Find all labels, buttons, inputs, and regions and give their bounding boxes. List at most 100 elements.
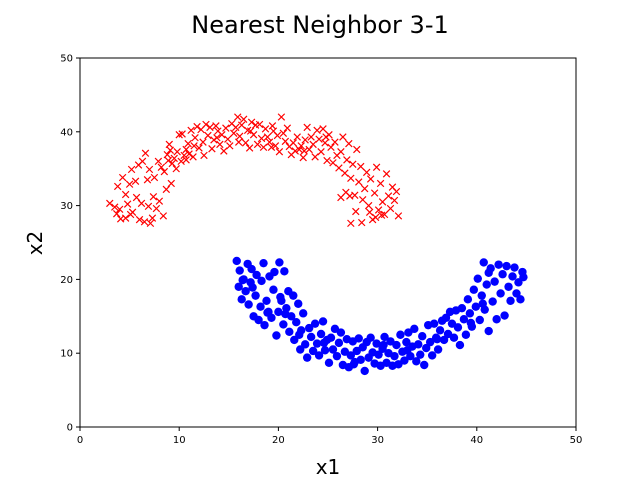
x-marker-point: [345, 139, 353, 148]
x-marker-point: [163, 150, 172, 159]
circle-marker-point: [318, 317, 328, 326]
circle-marker-point: [425, 337, 435, 347]
circle-marker-point: [332, 351, 342, 361]
circle-marker-point: [272, 331, 281, 340]
x-marker-point: [234, 113, 242, 121]
y-tick-label: 10: [60, 349, 73, 360]
x-tick-label: 20: [272, 435, 285, 446]
circle-marker-point: [262, 296, 271, 306]
x-marker-point: [121, 190, 130, 199]
x-marker-point: [265, 138, 274, 146]
circle-marker-point: [251, 291, 260, 300]
circle-marker-point: [360, 366, 369, 376]
x-marker-point: [164, 156, 173, 165]
circle-marker-point: [372, 339, 381, 348]
x-marker-point: [202, 120, 210, 129]
circle-marker-point: [490, 277, 499, 286]
x-marker-point: [237, 121, 246, 129]
x-marker-point: [365, 208, 374, 216]
x-marker-point: [331, 138, 339, 146]
circle-marker-point: [427, 351, 437, 360]
x-marker-point: [390, 196, 399, 205]
circle-marker-point: [346, 351, 356, 360]
circle-marker-point: [422, 343, 431, 353]
x-marker-point: [159, 212, 168, 220]
circle-marker-point: [477, 291, 486, 300]
circle-marker-point: [418, 332, 427, 341]
x-marker-point: [115, 205, 124, 214]
circle-marker-point: [247, 264, 256, 274]
x-marker-point: [141, 149, 150, 157]
x-marker-point: [195, 144, 203, 152]
circle-marker-point: [455, 340, 465, 350]
x-tick-label: 0: [77, 435, 83, 446]
circle-marker-point: [432, 334, 442, 344]
x-marker-point: [224, 135, 232, 143]
circle-marker-point: [392, 340, 401, 350]
circle-marker-point: [336, 328, 346, 337]
x-axis: 0 10 20 30 40 50: [77, 427, 583, 446]
circle-marker-point: [484, 268, 493, 277]
circle-marker-point: [479, 258, 488, 267]
x-marker-point: [140, 218, 149, 226]
circle-marker-point: [254, 315, 263, 325]
x-marker-point: [178, 130, 186, 138]
x-marker-point: [165, 140, 174, 149]
data-points: [106, 113, 528, 376]
x-marker-point: [283, 124, 292, 132]
x-marker-point: [127, 165, 136, 174]
x-tick-label: 50: [570, 435, 583, 446]
x-marker-point: [277, 113, 286, 121]
x-marker-point: [113, 182, 122, 191]
x-marker-point: [374, 206, 383, 214]
circle-marker-point: [314, 351, 324, 360]
circle-marker-point: [319, 338, 329, 348]
x-marker-point: [263, 133, 272, 141]
circle-marker-point: [498, 270, 507, 279]
circle-marker-point: [356, 355, 365, 365]
x-marker-point: [234, 138, 243, 146]
circle-marker-point: [500, 311, 509, 320]
circle-marker-point: [453, 323, 463, 332]
x-marker-point: [392, 187, 401, 196]
circle-marker-point: [276, 292, 285, 302]
x-marker-point: [106, 199, 114, 208]
circle-marker-point: [334, 338, 344, 348]
circle-marker-point: [473, 274, 482, 283]
circle-marker-point: [516, 295, 525, 304]
x-marker-point: [125, 180, 134, 188]
circle-marker-point: [308, 346, 318, 356]
x-marker-point: [110, 203, 119, 211]
circle-marker-point: [300, 340, 310, 349]
circle-marker-point: [494, 260, 503, 269]
circle-marker-point: [269, 285, 278, 294]
x-tick-label: 30: [371, 435, 384, 446]
x-marker-point: [321, 139, 329, 147]
x-marker-point: [346, 192, 354, 200]
series-2: [232, 256, 528, 376]
circle-marker-point: [469, 285, 479, 294]
circle-marker-point: [312, 339, 322, 348]
circle-marker-point: [414, 340, 423, 349]
circle-marker-point: [316, 329, 326, 339]
x-marker-point: [187, 126, 195, 135]
circle-marker-point: [420, 360, 429, 370]
x-marker-point: [376, 179, 385, 188]
circle-marker-point: [416, 350, 425, 359]
x-marker-point: [118, 173, 127, 182]
circle-marker-point: [429, 319, 439, 328]
y-tick-label: 30: [60, 201, 73, 212]
circle-marker-point: [234, 282, 243, 291]
x-marker-point: [366, 175, 375, 183]
x-marker-point: [279, 129, 288, 138]
x-marker-point: [193, 122, 201, 131]
series-1: [106, 113, 403, 228]
circle-marker-point: [506, 296, 515, 306]
x-marker-point: [246, 127, 255, 135]
circle-marker-point: [320, 346, 330, 355]
x-marker-point: [135, 215, 144, 224]
circle-marker-point: [299, 309, 308, 318]
circle-marker-point: [354, 334, 363, 343]
x-marker-point: [257, 134, 266, 143]
x-axis-label: x1: [316, 455, 341, 479]
